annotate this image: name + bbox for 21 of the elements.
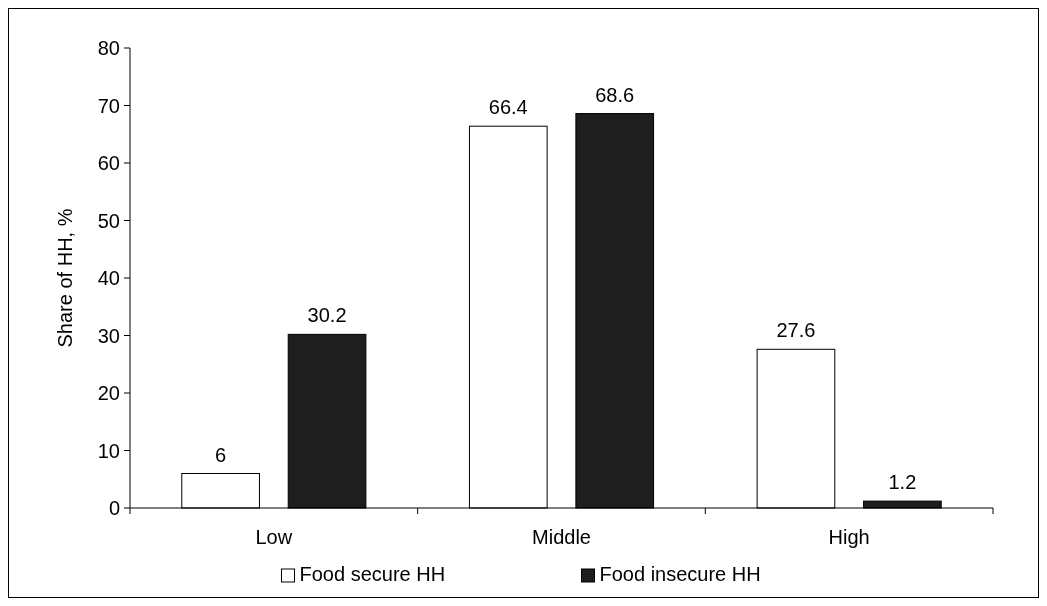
data-label: 66.4: [488, 96, 528, 119]
data-label: 27.6: [776, 319, 816, 342]
x-tick-label: Low: [255, 526, 293, 548]
y-tick-label: 10: [97, 439, 120, 462]
y-tick-label: 50: [97, 209, 120, 232]
x-tick-label: High: [828, 526, 870, 548]
data-label: 1.2: [888, 471, 917, 494]
y-tick-label: 0: [108, 497, 120, 519]
x-tick-label: Middle: [532, 526, 591, 548]
legend-label: Food secure HH: [299, 563, 446, 585]
y-tick-label: 80: [97, 37, 120, 59]
y-tick-label: 70: [97, 94, 120, 117]
data-label: 68.6: [595, 83, 635, 106]
data-label: 30.2: [307, 304, 347, 327]
data-label: 6: [215, 443, 227, 466]
y-tick-label: 30: [97, 324, 120, 347]
y-tick-label: 40: [97, 267, 120, 289]
y-axis-title: Share of HH, %: [54, 208, 76, 348]
y-tick-label: 60: [97, 152, 120, 174]
legend-label: Food insecure HH: [599, 563, 761, 585]
y-tick-label: 20: [97, 382, 120, 404]
